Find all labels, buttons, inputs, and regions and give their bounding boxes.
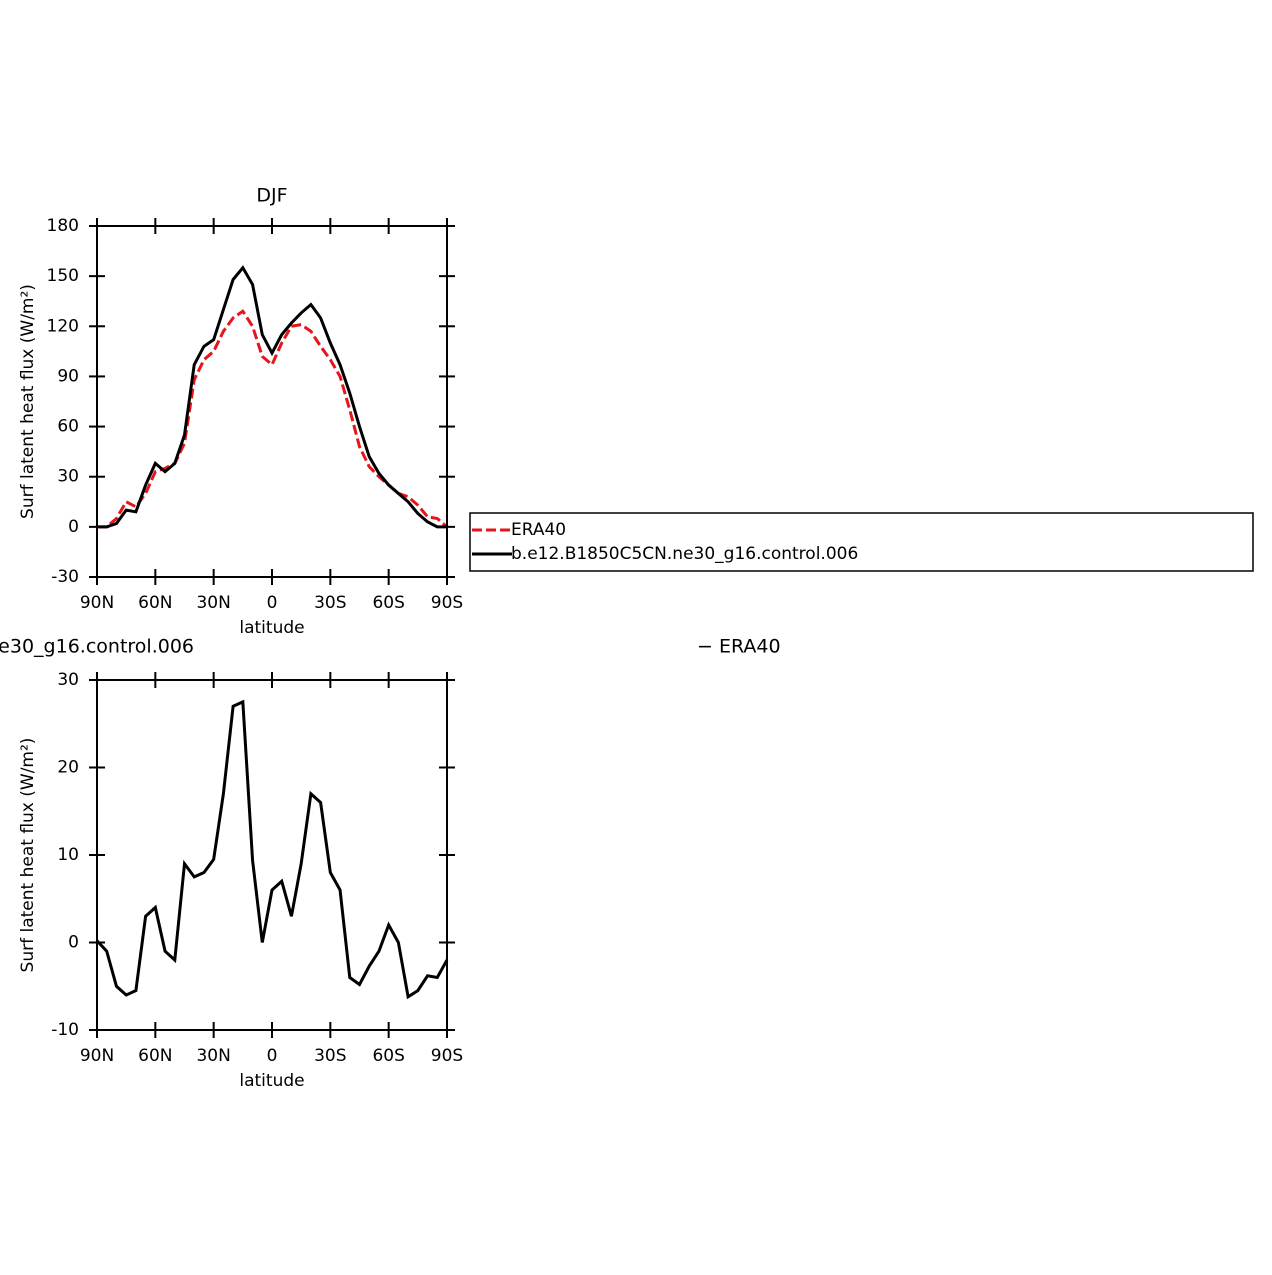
x-tick-label: 60S bbox=[372, 1046, 404, 1066]
y-tick-label: 30 bbox=[57, 467, 79, 487]
y-tick-label: 10 bbox=[57, 845, 79, 865]
x-tick-label: 90S bbox=[431, 1046, 463, 1066]
x-tick-label: 30N bbox=[196, 593, 230, 613]
y-tick-label: 90 bbox=[57, 366, 79, 386]
x-tick-label: 0 bbox=[267, 593, 278, 613]
chart-title: b.e12.B1850C5CN.ne30_g16.control.006 bbox=[0, 636, 194, 658]
plot-frame bbox=[96, 679, 448, 1031]
y-tick-label: 0 bbox=[68, 517, 79, 537]
plot-frame bbox=[96, 225, 448, 578]
legend-label: ERA40 bbox=[511, 520, 566, 540]
y-axis-label: Surf latent heat flux (W/m²) bbox=[18, 284, 38, 519]
y-axis-label: Surf latent heat flux (W/m²) bbox=[18, 738, 38, 973]
y-tick-label: 60 bbox=[57, 417, 79, 437]
x-tick-label: 30N bbox=[196, 1046, 230, 1066]
y-tick-label: 20 bbox=[57, 758, 79, 778]
x-tick-label: 30S bbox=[314, 1046, 346, 1066]
x-tick-label: 0 bbox=[267, 1046, 278, 1066]
y-tick-label: -30 bbox=[51, 567, 79, 587]
x-tick-label: 30S bbox=[314, 593, 346, 613]
y-tick-label: -10 bbox=[51, 1020, 79, 1040]
x-axis-label: latitude bbox=[239, 1071, 304, 1091]
data-line bbox=[95, 699, 449, 1000]
y-tick-label: 150 bbox=[47, 266, 79, 286]
x-tick-label: 90S bbox=[431, 593, 463, 613]
chart-subtitle: − ERA40 bbox=[697, 636, 781, 658]
data-line bbox=[97, 309, 448, 529]
y-tick-label: 30 bbox=[57, 670, 79, 690]
x-tick-label: 60N bbox=[138, 1046, 172, 1066]
x-tick-label: 90N bbox=[80, 593, 114, 613]
x-tick-label: 60N bbox=[138, 593, 172, 613]
y-tick-label: 180 bbox=[47, 216, 79, 236]
x-axis-label: latitude bbox=[239, 618, 304, 638]
legend-label: b.e12.B1850C5CN.ne30_g16.control.006 bbox=[511, 544, 858, 564]
legend-box bbox=[469, 512, 1254, 572]
chart-title: DJF bbox=[256, 185, 287, 207]
x-tick-label: 60S bbox=[372, 593, 404, 613]
y-tick-label: 0 bbox=[68, 933, 79, 953]
data-line bbox=[97, 265, 447, 529]
x-tick-label: 90N bbox=[80, 1046, 114, 1066]
y-tick-label: 120 bbox=[47, 316, 79, 336]
